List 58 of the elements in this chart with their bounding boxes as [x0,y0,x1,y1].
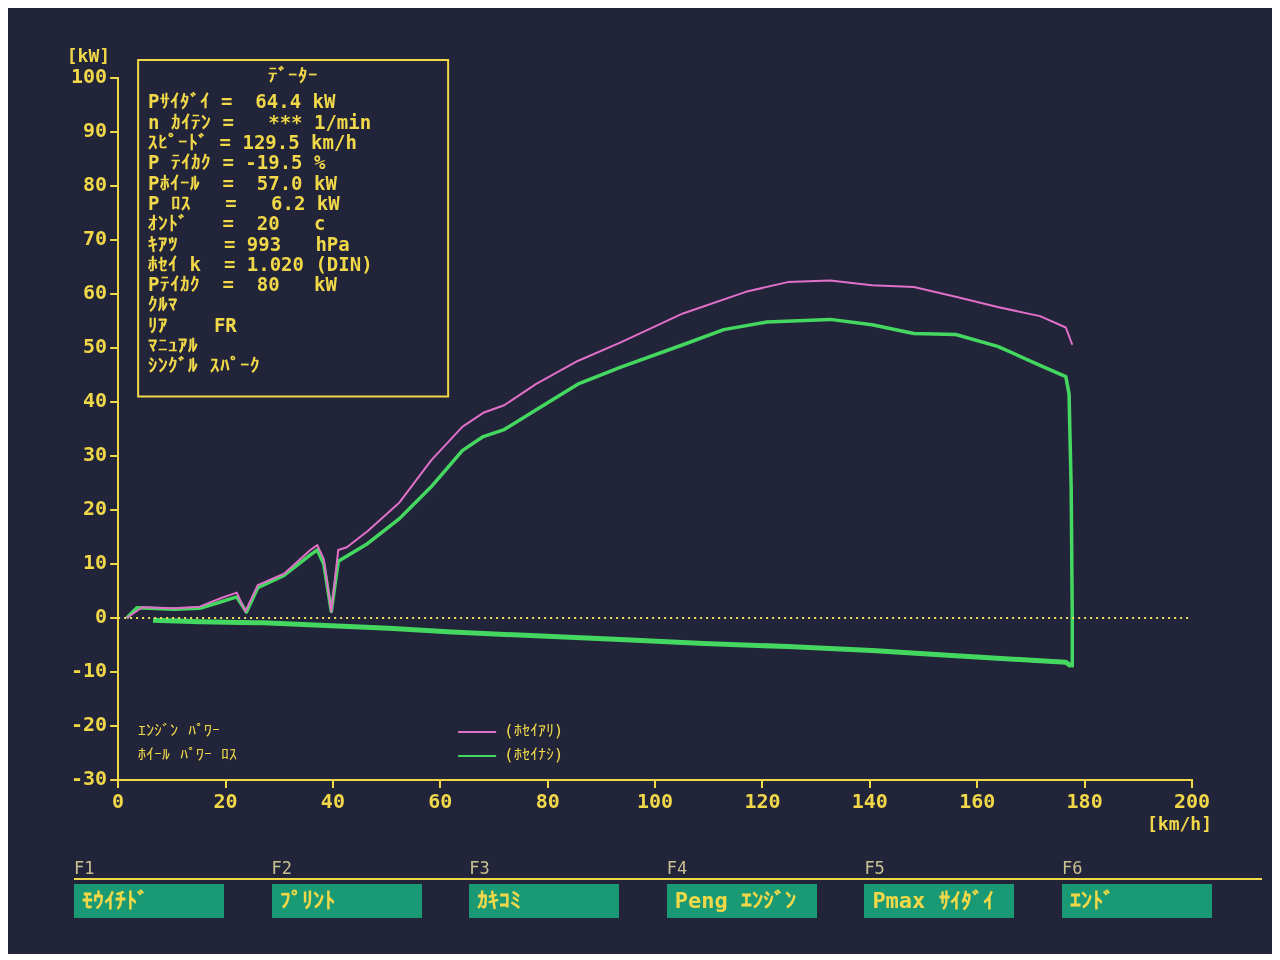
annotation: ｽﾋﾟｰﾄﾞ = 129.5 km/h [148,131,357,154]
y-tick-label: -10 [71,658,108,683]
annotation: Pﾃｲｶｸ = 80 kW [148,273,338,296]
annotation: ｵﾝﾄﾞ = 20 c [148,212,326,235]
text: F6 [1061,858,1262,880]
function-key: Peng ｴﾝｼﾞﾝ [666,884,817,918]
text: F5 [864,858,885,878]
x-tick-label: 140 [851,789,888,814]
text: F3 [469,858,490,878]
text: F4 [666,858,688,878]
x-tick-label: 120 [744,789,781,814]
annotation: P ﾛｽ = 6.2 kW [148,191,341,214]
y-tick-label: 20 [83,496,108,521]
legend-label: (ﾎｾｲﾅｼ) [504,745,564,765]
y-tick-label: -20 [71,712,108,737]
function-key: ﾌﾟﾘﾝﾄ [271,884,422,918]
x-tick-label: 0 [112,789,125,814]
annotation: ﾎｾｲ k = 1.020 (DIN) [148,252,373,275]
y-tick-label: 90 [83,118,108,143]
x-tick-label: 40 [320,789,345,814]
annotation: ｸﾙﾏ [148,293,179,316]
y-axis-title: [kW] [66,44,111,66]
y-tick-label: 60 [83,280,108,305]
annotation: ﾏﾆｭｱﾙ [148,334,199,357]
legend-label: (ﾎｾｲｱﾘ) [504,721,564,741]
x-tick-label: 80 [535,789,560,814]
x-axis-title: [km/h] [1146,812,1212,834]
annotation: ﾃﾞｰﾀｰ [268,64,319,87]
x-tick-label: 180 [1066,789,1103,814]
function-key: ｴﾝﾄﾞ [1061,884,1212,918]
y-tick-label: 80 [83,172,108,197]
annotation: ｼﾝｸﾞﾙ ｽﾊﾟｰｸ [148,354,260,377]
y-tick-label: 10 [83,550,108,575]
annotation: ｴﾝｼﾞﾝ ﾊﾟﾜｰ [138,721,220,741]
function-key: ﾓｳｲﾁﾄﾞ [74,884,224,918]
y-tick-label: 0 [95,604,108,629]
y-tick-label: 40 [83,388,108,413]
annotation: ﾘｱ FR [148,313,238,336]
annotation: ﾎｲｰﾙ ﾊﾟﾜｰ ﾛｽ [138,745,238,765]
annotation: n ｶｲﾃﾝ = *** 1/min [148,110,372,133]
annotation: P ﾃｲｶｸ = -19.5 % [148,151,326,174]
annotation: Pｻｲﾀﾞｲ = 64.4 kW [148,90,336,113]
x-tick-label: 200 [1173,789,1211,814]
y-tick-label: 100 [71,64,108,89]
function-key: Pmax ｻｲﾀﾞｲ [864,884,1015,918]
y-tick-label: -30 [71,766,108,791]
x-tick-label: 60 [428,789,453,814]
y-tick-label: 50 [83,334,108,359]
annotation: Pﾎｲｰﾙ = 57.0 kW [148,171,338,194]
text: F2 [271,858,293,878]
function-key: ｶｷｺﾐ [469,884,620,918]
text: F1 [74,858,95,878]
y-tick-label: 30 [83,442,108,467]
x-tick-label: 160 [959,789,996,814]
annotation: ｷｱﾂ = 993 hPa [148,232,350,255]
y-tick-label: 70 [83,226,108,251]
x-tick-label: 20 [213,789,238,814]
x-tick-label: 100 [637,789,674,814]
